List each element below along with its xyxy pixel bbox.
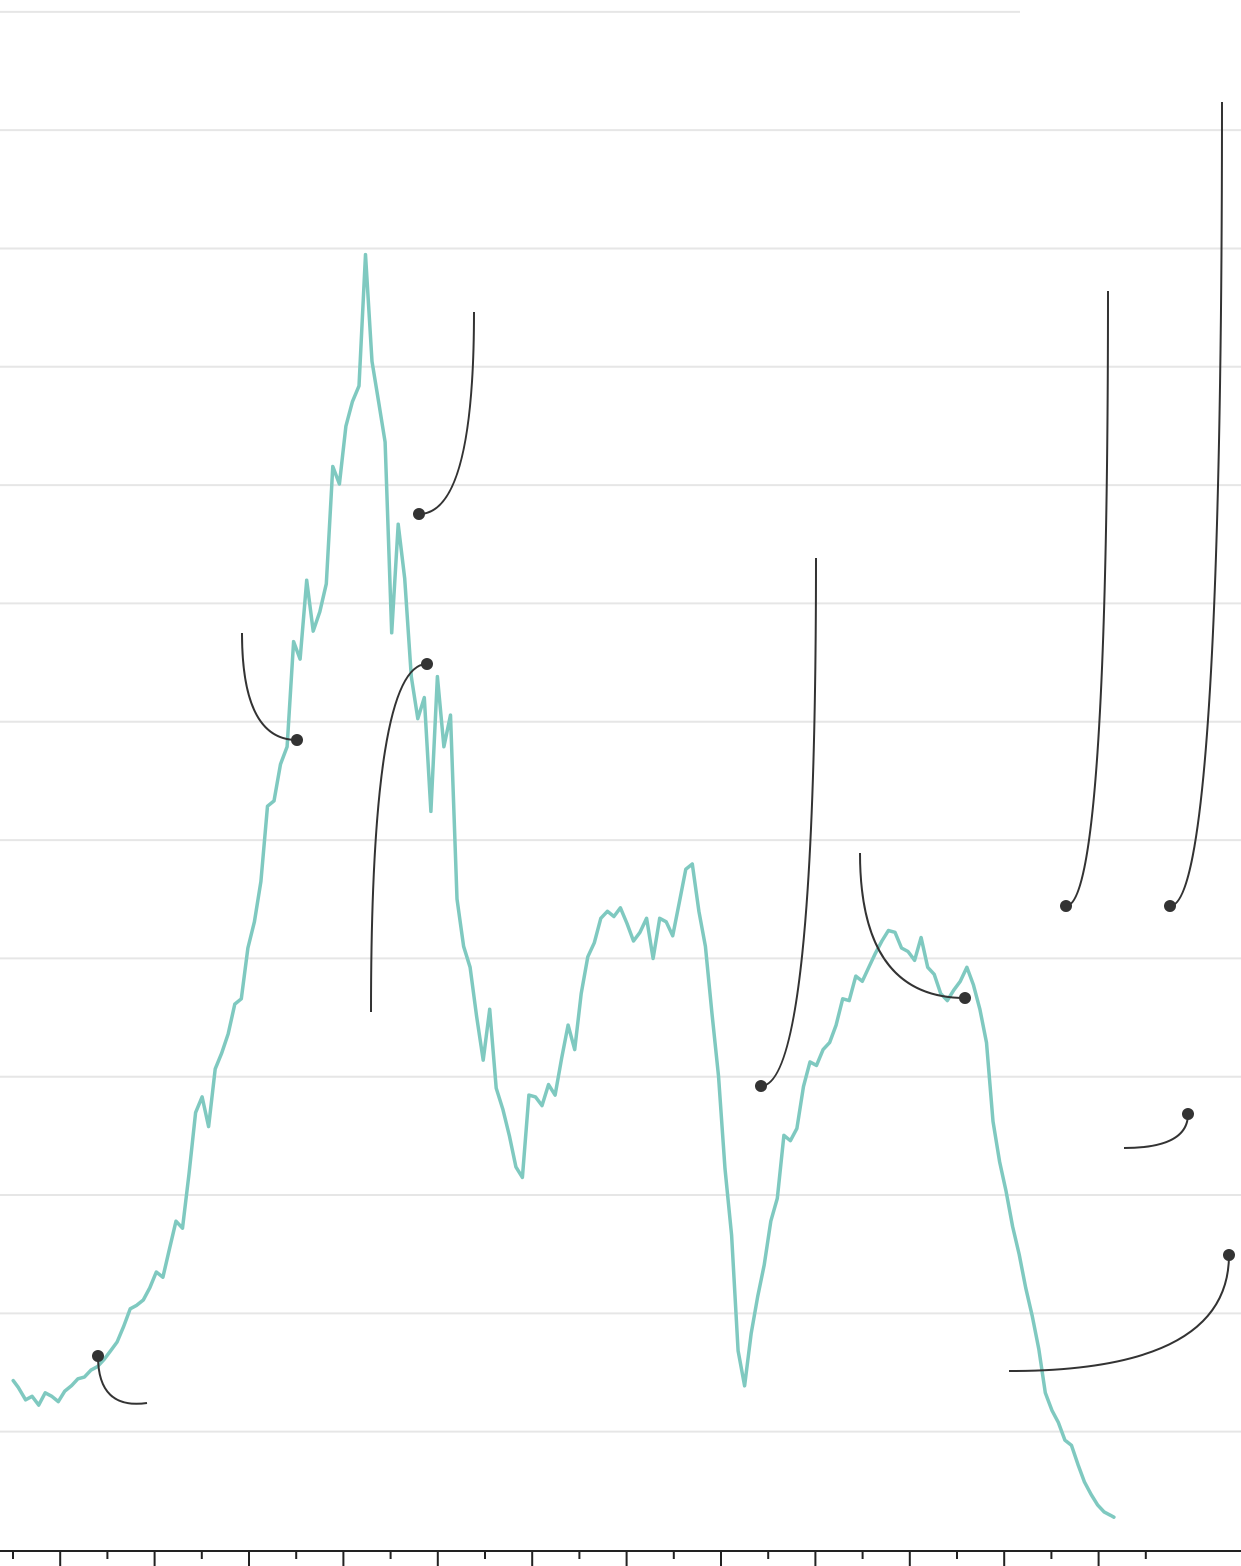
annotation-connector-7 — [1065, 290, 1109, 907]
series-layer — [11, 252, 1116, 1519]
annotation-dot-8 — [1164, 900, 1176, 912]
annotation-connector-6 — [859, 852, 966, 999]
annotation-connector-5 — [760, 557, 817, 1087]
series-line — [11, 252, 1116, 1519]
annotation-dot-7 — [1060, 900, 1072, 912]
annotation-connector-9 — [1123, 1113, 1189, 1149]
annotation-connector-4 — [370, 663, 428, 1013]
annotation-connector-2 — [241, 632, 298, 741]
annotation-dot-5 — [755, 1080, 767, 1092]
annotation-dot-6 — [959, 992, 971, 1004]
annotation-dot-1 — [92, 1350, 104, 1362]
annotation-dot-4 — [421, 658, 433, 670]
annotation-connector-1 — [97, 1355, 148, 1405]
annotation-dot-3 — [413, 508, 425, 520]
annotation-dot-10 — [1223, 1249, 1235, 1261]
annotation-layer — [92, 101, 1235, 1405]
annotation-connector-8 — [1169, 101, 1223, 907]
annotation-connector-10 — [1008, 1254, 1230, 1372]
annotation-connector-3 — [418, 311, 475, 515]
grid-lines — [0, 10, 1241, 1433]
x-axis — [0, 1550, 1241, 1566]
annotation-dot-2 — [291, 734, 303, 746]
annotation-dot-9 — [1182, 1108, 1194, 1120]
